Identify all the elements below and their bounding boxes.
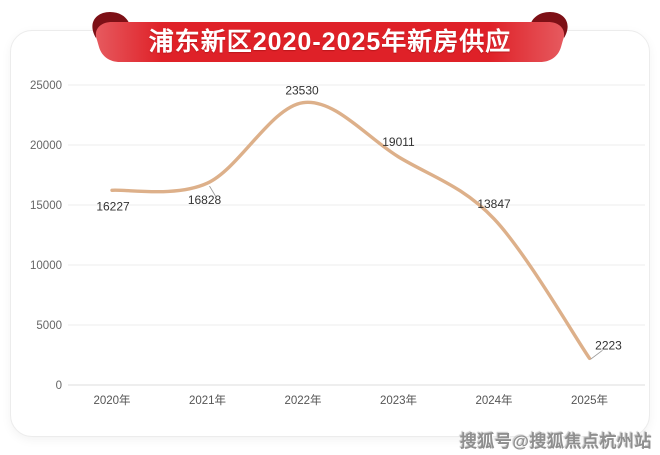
data-label: 23530	[285, 84, 319, 98]
x-axis-label: 2020年	[93, 393, 130, 407]
data-label: 16227	[96, 199, 130, 213]
title-ribbon: 浦东新区2020-2025年新房供应	[90, 10, 570, 66]
series-line	[110, 100, 592, 361]
x-axis-label: 2023年	[380, 393, 417, 407]
x-axis-label: 2024年	[475, 393, 512, 407]
label-leader-line	[590, 349, 603, 360]
page-title: 浦东新区2020-2025年新房供应	[148, 28, 512, 56]
y-tick-label: 20000	[30, 140, 62, 152]
y-tick-label: 15000	[30, 200, 62, 212]
y-tick-label: 25000	[30, 80, 62, 92]
data-label: 16828	[188, 193, 222, 207]
y-tick-label: 5000	[36, 320, 62, 332]
label-leader-line	[209, 185, 216, 197]
data-label: 19011	[382, 135, 415, 149]
data-label: 2223	[595, 338, 622, 352]
y-tick-label: 10000	[30, 260, 62, 272]
y-tick-label: 0	[56, 380, 62, 392]
watermark: 搜狐号@搜狐焦点杭州站	[459, 432, 652, 451]
data-label: 13847	[477, 197, 511, 211]
ribbon-banner-graphic	[92, 12, 568, 62]
chart-card	[10, 30, 650, 437]
ribbon-band	[95, 22, 565, 62]
x-axis-label: 2022年	[284, 393, 321, 407]
x-axis-label: 2021年	[189, 393, 226, 407]
x-axis-label: 2025年	[571, 393, 608, 407]
